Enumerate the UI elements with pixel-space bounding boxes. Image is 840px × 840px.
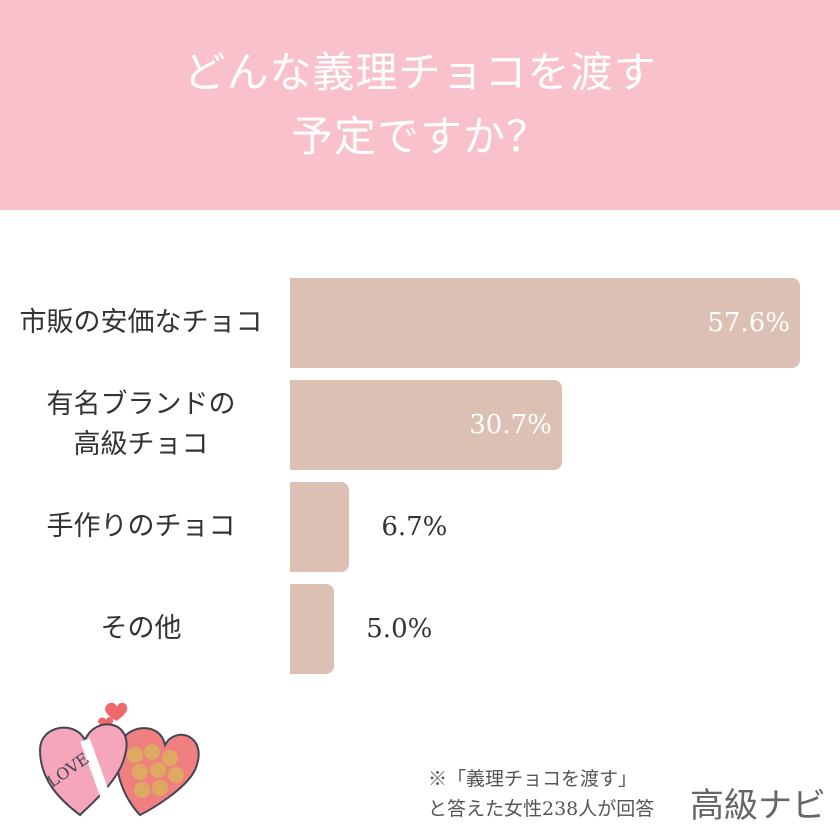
- note-line-2: と答えた女性238人が回答: [428, 798, 655, 820]
- bar-row: 手作りのチョコ 6.7%: [0, 482, 840, 572]
- bar-row: 有名ブランドの 高級チョコ 30.7%: [0, 380, 840, 470]
- bar: [290, 584, 335, 674]
- heart-chocolate-box-icon: LOVE: [38, 702, 200, 817]
- title-line-2: 予定ですか？: [290, 112, 549, 161]
- category-label-line: その他: [100, 613, 182, 644]
- survey-note: ※「義理チョコを渡す」 と答えた女性238人が回答: [428, 764, 654, 824]
- category-label: 市販の安価なチョコ: [0, 278, 282, 368]
- value-label: 57.6%: [707, 308, 790, 338]
- category-label-line: 有名ブランドの: [46, 389, 236, 420]
- category-label: 手作りのチョコ: [0, 482, 282, 572]
- value-label: 6.7%: [381, 512, 448, 542]
- bar: [290, 482, 350, 572]
- bar-row: 市販の安価なチョコ 57.6%: [0, 278, 840, 368]
- category-label: 有名ブランドの 高級チョコ: [0, 380, 282, 470]
- category-label-line: 手作りのチョコ: [46, 511, 236, 542]
- bar: [290, 278, 800, 368]
- note-line-1: ※「義理チョコを渡す」: [428, 768, 638, 790]
- value-label: 5.0%: [366, 614, 433, 644]
- header-banner: どんな義理チョコを渡す 予定ですか？: [0, 0, 840, 210]
- category-label-line: 高級チョコ: [73, 429, 209, 460]
- category-label: その他: [0, 584, 282, 674]
- brand-logo: 高級ナビ: [690, 786, 826, 826]
- title-line-1: どんな義理チョコを渡す: [183, 48, 657, 97]
- value-label: 30.7%: [469, 410, 552, 440]
- bar: [290, 380, 562, 470]
- bar-row: その他 5.0%: [0, 584, 840, 674]
- category-label-line: 市販の安価なチョコ: [19, 307, 263, 338]
